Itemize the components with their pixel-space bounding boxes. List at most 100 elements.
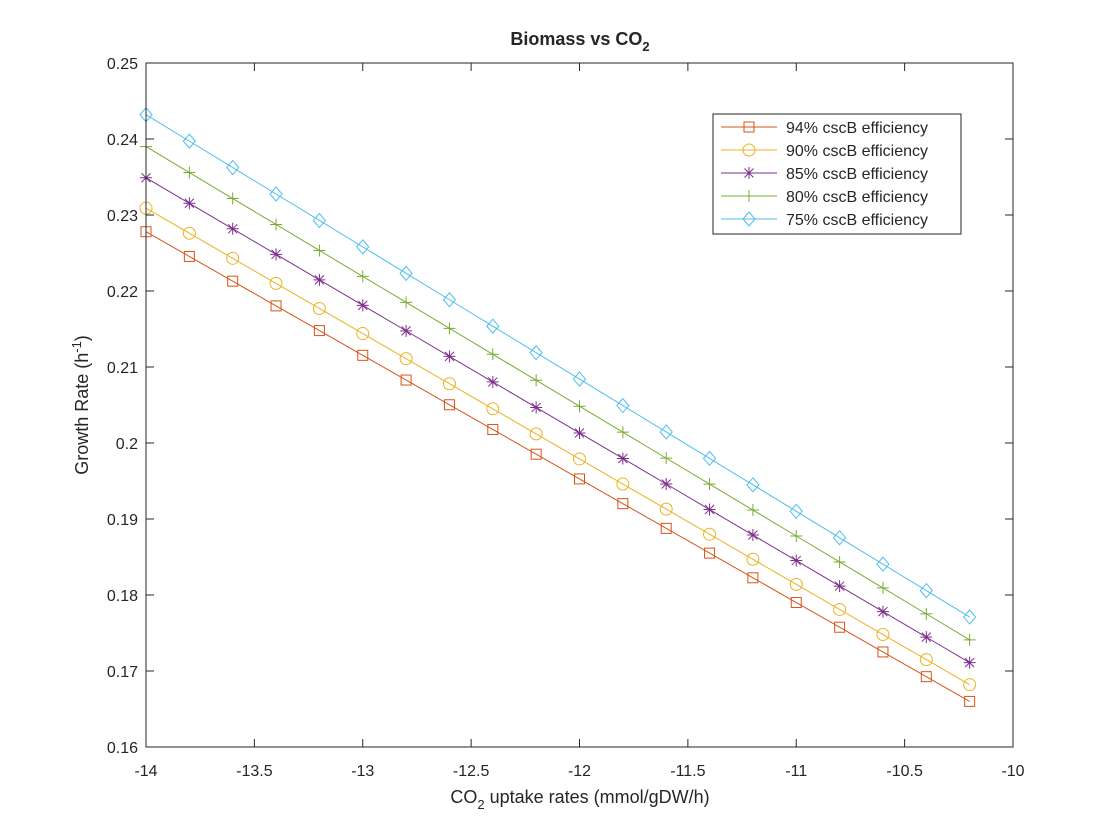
data-point-square (964, 695, 976, 707)
data-point-circle (742, 143, 756, 157)
legend-entries: 94% cscB efficiency 90% cscB efficiency 85… (721, 120, 928, 229)
legend-label: 85% cscB efficiency (786, 166, 928, 183)
y-tick-label: 0.18 (107, 588, 138, 605)
x-axis-label: CO2 uptake rates (mmol/gDW/h) (450, 787, 709, 812)
data-point-diamond (182, 133, 197, 149)
data-point-plus (833, 555, 846, 568)
data-point-plus (920, 607, 933, 620)
series-3 (140, 171, 976, 669)
data-point-diamond (746, 477, 760, 493)
data-point-plus (876, 581, 889, 594)
data-point-circle (356, 327, 370, 341)
data-point-circle (833, 602, 847, 616)
data-point-square (747, 572, 759, 584)
data-point-asterisk (920, 631, 933, 644)
series-line (145, 177, 970, 664)
series-line (145, 231, 970, 702)
y-tick-label: 0.16 (107, 740, 138, 757)
data-point-square (660, 522, 672, 534)
x-tick-label: -11 (785, 763, 807, 780)
x-tick-label: -10 (1001, 763, 1024, 780)
data-point-circle (182, 226, 196, 240)
data-point-asterisk (486, 375, 499, 388)
data-point-plus (443, 322, 456, 335)
data-point-asterisk (573, 426, 586, 439)
data-point-square (443, 399, 455, 411)
data-point-asterisk (530, 401, 543, 414)
data-point-square (920, 671, 932, 683)
data-point-plus (746, 504, 759, 517)
data-point-diamond (702, 450, 717, 467)
data-point-square (183, 250, 195, 262)
data-point-circle (659, 502, 673, 516)
data-point-plus (226, 192, 239, 205)
data-point-asterisk (443, 350, 456, 363)
data-point-diamond (486, 318, 500, 334)
data-point-circle (529, 427, 543, 441)
data-point-diamond (226, 159, 240, 176)
data-point-square (357, 349, 369, 361)
data-point-square (487, 423, 499, 435)
plot-frame (145, 62, 1014, 748)
data-point-circle (486, 402, 500, 416)
data-point-diamond (529, 344, 543, 361)
legend-entry: 80% cscB efficiency (721, 189, 928, 206)
series-line (145, 146, 970, 641)
series-layer (139, 106, 977, 707)
data-point-square (400, 374, 412, 386)
data-point-circle (963, 678, 977, 692)
data-point-circle (399, 352, 413, 366)
data-point-square (834, 621, 846, 633)
data-point-square (227, 275, 239, 287)
x-tick-label: -13.5 (236, 763, 273, 780)
data-point-circle (876, 628, 890, 642)
legend-entry: 94% cscB efficiency (721, 120, 928, 137)
data-point-plus (530, 374, 543, 387)
legend-label: 90% cscB efficiency (786, 143, 928, 160)
data-point-plus (660, 452, 673, 465)
legend-label: 80% cscB efficiency (786, 189, 928, 206)
data-point-asterisk (743, 167, 755, 179)
data-point-circle (616, 477, 630, 491)
data-point-asterisk (183, 197, 196, 210)
data-point-asterisk (660, 478, 673, 490)
data-point-diamond (399, 265, 413, 282)
y-tick-label: 0.24 (107, 132, 138, 149)
data-point-square (313, 325, 325, 337)
x-tick-label: -12 (568, 763, 591, 780)
data-point-circle (312, 301, 326, 315)
legend-entry: 85% cscB efficiency (721, 166, 928, 183)
data-point-asterisk (833, 580, 846, 593)
data-point-asterisk (616, 452, 629, 465)
data-point-circle (703, 527, 717, 541)
series-line (145, 114, 970, 618)
data-point-diamond (962, 609, 977, 625)
x-tick-label: -11.5 (670, 763, 705, 780)
y-tick-label: 0.2 (116, 436, 138, 453)
data-point-plus (743, 190, 755, 202)
data-point-plus (356, 270, 369, 283)
data-point-asterisk (400, 324, 413, 337)
y-tick-label: 0.19 (107, 512, 138, 529)
data-point-circle (746, 552, 760, 566)
data-point-diamond (312, 212, 327, 229)
data-point-asterisk (876, 605, 889, 618)
data-point-circle (789, 577, 803, 591)
data-point-plus (183, 166, 196, 179)
legend-entry: 75% cscB efficiency (721, 211, 928, 229)
data-point-asterisk (746, 529, 759, 542)
data-point-plus (573, 400, 586, 413)
series-2 (139, 201, 977, 692)
data-point-asterisk (226, 222, 239, 235)
data-point-plus (616, 426, 629, 439)
data-point-plus (270, 218, 283, 231)
data-point-diamond (876, 556, 890, 572)
data-point-square (743, 121, 755, 133)
legend-entry: 90% cscB efficiency (721, 143, 928, 160)
series-1 (140, 226, 976, 707)
data-point-diamond (832, 529, 847, 546)
data-point-circle (226, 251, 240, 265)
data-point-diamond (572, 371, 587, 387)
series-5 (139, 106, 977, 625)
data-point-asterisk (963, 656, 976, 669)
